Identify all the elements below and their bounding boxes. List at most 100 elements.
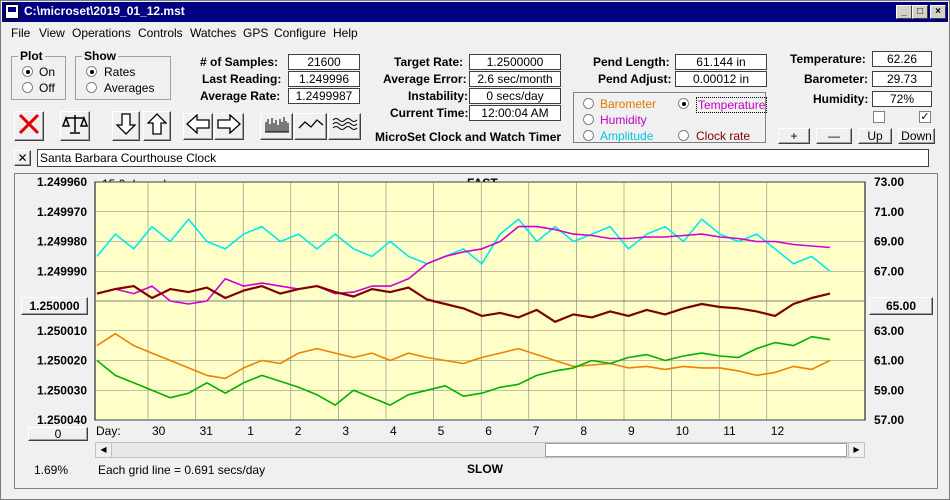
x-tick-label: 6 (485, 424, 492, 438)
option-checkbox-2[interactable]: ✓ (919, 111, 931, 123)
last-reading-value: 1.249996 (288, 71, 360, 87)
bottom-left-value-button[interactable]: 0 (28, 427, 88, 441)
x-tick-label: 4 (390, 424, 397, 438)
x-tick-label: 11 (723, 424, 736, 438)
samples-label: # of Samples: (200, 55, 279, 69)
series-line-3 (96, 332, 831, 380)
bar-graph-icon (264, 117, 289, 133)
wave-graph-button[interactable] (328, 113, 361, 140)
plot-off-label: Off (39, 81, 55, 95)
overlay-barometer-radio[interactable] (583, 98, 594, 109)
barometer-value: 29.73 (872, 71, 932, 87)
pend-length-label: Pend Length: (593, 55, 670, 69)
y-right-tick-label: 73.00 (874, 175, 904, 189)
instability-value: 0 secs/day (469, 88, 561, 104)
y-left-tick-label: 1.250020 (37, 354, 87, 368)
balance-button[interactable] (60, 111, 90, 141)
menu-controls[interactable]: Controls (138, 26, 183, 40)
app-icon[interactable] (5, 4, 19, 19)
menu-view[interactable]: View (39, 26, 65, 40)
line-graph-button[interactable] (294, 113, 327, 140)
y-right-tick-label: 71.00 (874, 205, 904, 219)
slow-label: SLOW (467, 462, 503, 476)
current-time-label: Current Time: (390, 106, 469, 120)
avg-rate-value: 1.2499987 (288, 88, 360, 104)
scroll-left-arrow[interactable]: ◀ (96, 443, 112, 457)
close-clock-button[interactable]: ✕ (14, 150, 31, 166)
plot-group-title: Plot (18, 49, 45, 63)
down-button[interactable]: Down (898, 128, 935, 144)
y-right-tick-label: 61.00 (874, 354, 904, 368)
line-graph-icon (298, 119, 323, 129)
x-tick-label: 30 (152, 424, 166, 438)
menu-configure[interactable]: Configure (274, 26, 327, 40)
avg-error-value: 2.6 sec/month (469, 71, 561, 87)
menu-watches[interactable]: Watches (190, 26, 237, 40)
left-center-value-button[interactable]: 1.250000 (21, 297, 88, 315)
menu-help[interactable]: Help (333, 26, 358, 40)
x-tick-label: 31 (200, 424, 214, 438)
y-right-tick-label: 63.00 (874, 324, 904, 338)
grid-note: Each grid line = 0.691 secs/day (98, 463, 266, 477)
temperature-value: 62.26 (872, 51, 932, 67)
scroll-right-arrow[interactable]: ▶ (848, 443, 864, 457)
plot-on-radio[interactable] (22, 66, 33, 77)
show-averages-label: Averages (104, 81, 155, 95)
plot-group: Plot (11, 49, 66, 100)
y-right-tick-label: 57.00 (874, 413, 904, 427)
minimize-button[interactable]: _ (896, 5, 912, 19)
menu-bar: File View Operations Controls Watches GP… (2, 23, 948, 43)
overlay-temperature-label: Temperature (696, 97, 768, 113)
overlay-clock-rate-radio[interactable] (678, 130, 689, 141)
option-checkbox-1[interactable] (873, 111, 885, 123)
y-right-tick-label: 59.00 (874, 383, 904, 397)
bar-graph-button[interactable] (260, 113, 293, 140)
x-icon (18, 113, 40, 135)
up-button[interactable]: Up (858, 128, 892, 144)
overlay-amplitude-radio[interactable] (583, 130, 594, 141)
shift-down-button[interactable] (112, 111, 140, 141)
x-tick-label: 1 (247, 424, 254, 438)
arrow-down-icon (116, 113, 136, 135)
menu-operations[interactable]: Operations (72, 26, 131, 40)
overlay-humidity-radio[interactable] (583, 114, 594, 125)
x-tick-label: 9 (628, 424, 635, 438)
percent-label: 1.69% (34, 463, 69, 477)
clock-name-input[interactable]: Santa Barbara Courthouse Clock (37, 149, 929, 167)
minus-button[interactable]: — (816, 128, 852, 144)
show-rates-radio[interactable] (86, 66, 97, 77)
overlay-amplitude-label: Amplitude (600, 129, 654, 143)
series-line-4 (96, 335, 831, 406)
y-left-tick-label: 1.250040 (37, 413, 87, 427)
clear-button[interactable] (14, 111, 44, 141)
plot-off-radio[interactable] (22, 82, 33, 93)
avg-error-label: Average Error: (383, 72, 467, 86)
right-center-value-button[interactable]: 65.00 (869, 297, 933, 315)
x-tick-label: 12 (771, 424, 785, 438)
pend-adjust-label: Pend Adjust: (598, 72, 672, 86)
show-averages-radio[interactable] (86, 82, 97, 93)
x-tick-label: 7 (533, 424, 540, 438)
menu-file[interactable]: File (11, 26, 31, 40)
show-group-title: Show (82, 49, 118, 63)
maximize-button[interactable]: □ (912, 5, 928, 19)
scrollbar-thumb[interactable] (545, 443, 847, 457)
samples-value: 21600 (288, 54, 360, 70)
y-right-tick-label: 69.00 (874, 235, 904, 249)
overlay-temperature-radio[interactable] (678, 98, 689, 109)
horizontal-scrollbar[interactable]: ◀ ▶ (95, 442, 865, 458)
menu-gps[interactable]: GPS (243, 26, 269, 40)
barometer-label: Barometer: (804, 72, 869, 86)
humidity-value: 72% (872, 91, 932, 107)
scroll-left-button[interactable] (183, 113, 213, 140)
scroll-right-button[interactable] (214, 113, 244, 140)
plus-button[interactable]: + (778, 128, 810, 144)
x-tick-label: 2 (295, 424, 302, 438)
x-tick-label: 3 (342, 424, 349, 438)
y-left-tick-label: 1.249970 (37, 205, 87, 219)
shift-up-button[interactable] (143, 111, 171, 141)
y-left-tick-label: 1.249960 (37, 175, 87, 189)
close-window-button[interactable]: × (930, 5, 946, 19)
